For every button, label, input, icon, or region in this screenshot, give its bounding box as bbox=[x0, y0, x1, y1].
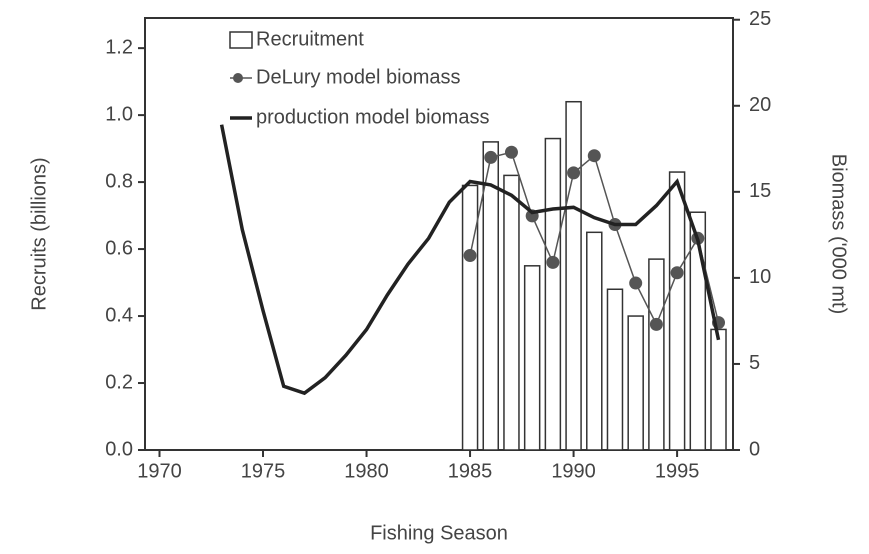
marker bbox=[649, 317, 663, 331]
bar bbox=[586, 231, 603, 451]
bar bbox=[627, 315, 644, 451]
y2-tick-label: 0 bbox=[749, 438, 760, 460]
bar bbox=[648, 258, 665, 451]
marker bbox=[463, 249, 477, 263]
y-tick-label: 0.0 bbox=[105, 438, 133, 460]
y-axis-label: Recruits (billions) bbox=[28, 157, 50, 310]
y2-axis-label: Biomass ('000 mt) bbox=[828, 154, 850, 315]
bar bbox=[523, 265, 541, 451]
plot-frame bbox=[144, 17, 734, 451]
legend-label: Recruitment bbox=[256, 28, 364, 50]
bar bbox=[461, 184, 479, 451]
bar bbox=[606, 288, 624, 451]
x-tick-label: 1970 bbox=[137, 460, 182, 482]
x-tick-label: 1995 bbox=[655, 460, 700, 482]
x-axis-label: Fishing Season bbox=[370, 522, 508, 544]
line bbox=[219, 124, 721, 396]
legend-swatch bbox=[233, 73, 243, 83]
marker bbox=[670, 266, 684, 280]
y2-tick-label: 10 bbox=[749, 266, 771, 288]
x-tick-label: 1985 bbox=[448, 460, 493, 482]
x-tick-label: 1975 bbox=[241, 460, 286, 482]
legend-swatch bbox=[229, 31, 253, 49]
marker bbox=[504, 145, 518, 159]
x-tick-label: 1980 bbox=[344, 460, 389, 482]
marker bbox=[567, 166, 581, 180]
y-tick-label: 0.2 bbox=[105, 371, 133, 393]
marker bbox=[484, 150, 498, 164]
bar bbox=[565, 100, 582, 451]
y-tick-label: 0.8 bbox=[105, 170, 133, 192]
bar bbox=[544, 137, 562, 451]
y2-tick-label: 15 bbox=[749, 180, 771, 202]
x-tick-label: 1990 bbox=[551, 460, 596, 482]
legend-label: DeLury model biomass bbox=[256, 66, 461, 88]
bar bbox=[503, 174, 520, 451]
y2-tick-label: 25 bbox=[749, 8, 771, 30]
marker bbox=[587, 149, 601, 163]
marker bbox=[629, 276, 643, 290]
bar bbox=[668, 171, 686, 451]
y-tick-label: 0.4 bbox=[105, 304, 133, 326]
y-tick-label: 1.0 bbox=[105, 103, 133, 125]
bar bbox=[689, 211, 707, 451]
bar bbox=[710, 328, 727, 451]
y-tick-label: 0.6 bbox=[105, 237, 133, 259]
bar bbox=[482, 141, 500, 451]
y2-tick-label: 5 bbox=[749, 352, 760, 374]
y2-tick-label: 20 bbox=[749, 94, 771, 116]
marker bbox=[546, 255, 560, 269]
y-tick-label: 1.2 bbox=[105, 36, 133, 58]
legend-label: production model biomass bbox=[256, 106, 489, 128]
